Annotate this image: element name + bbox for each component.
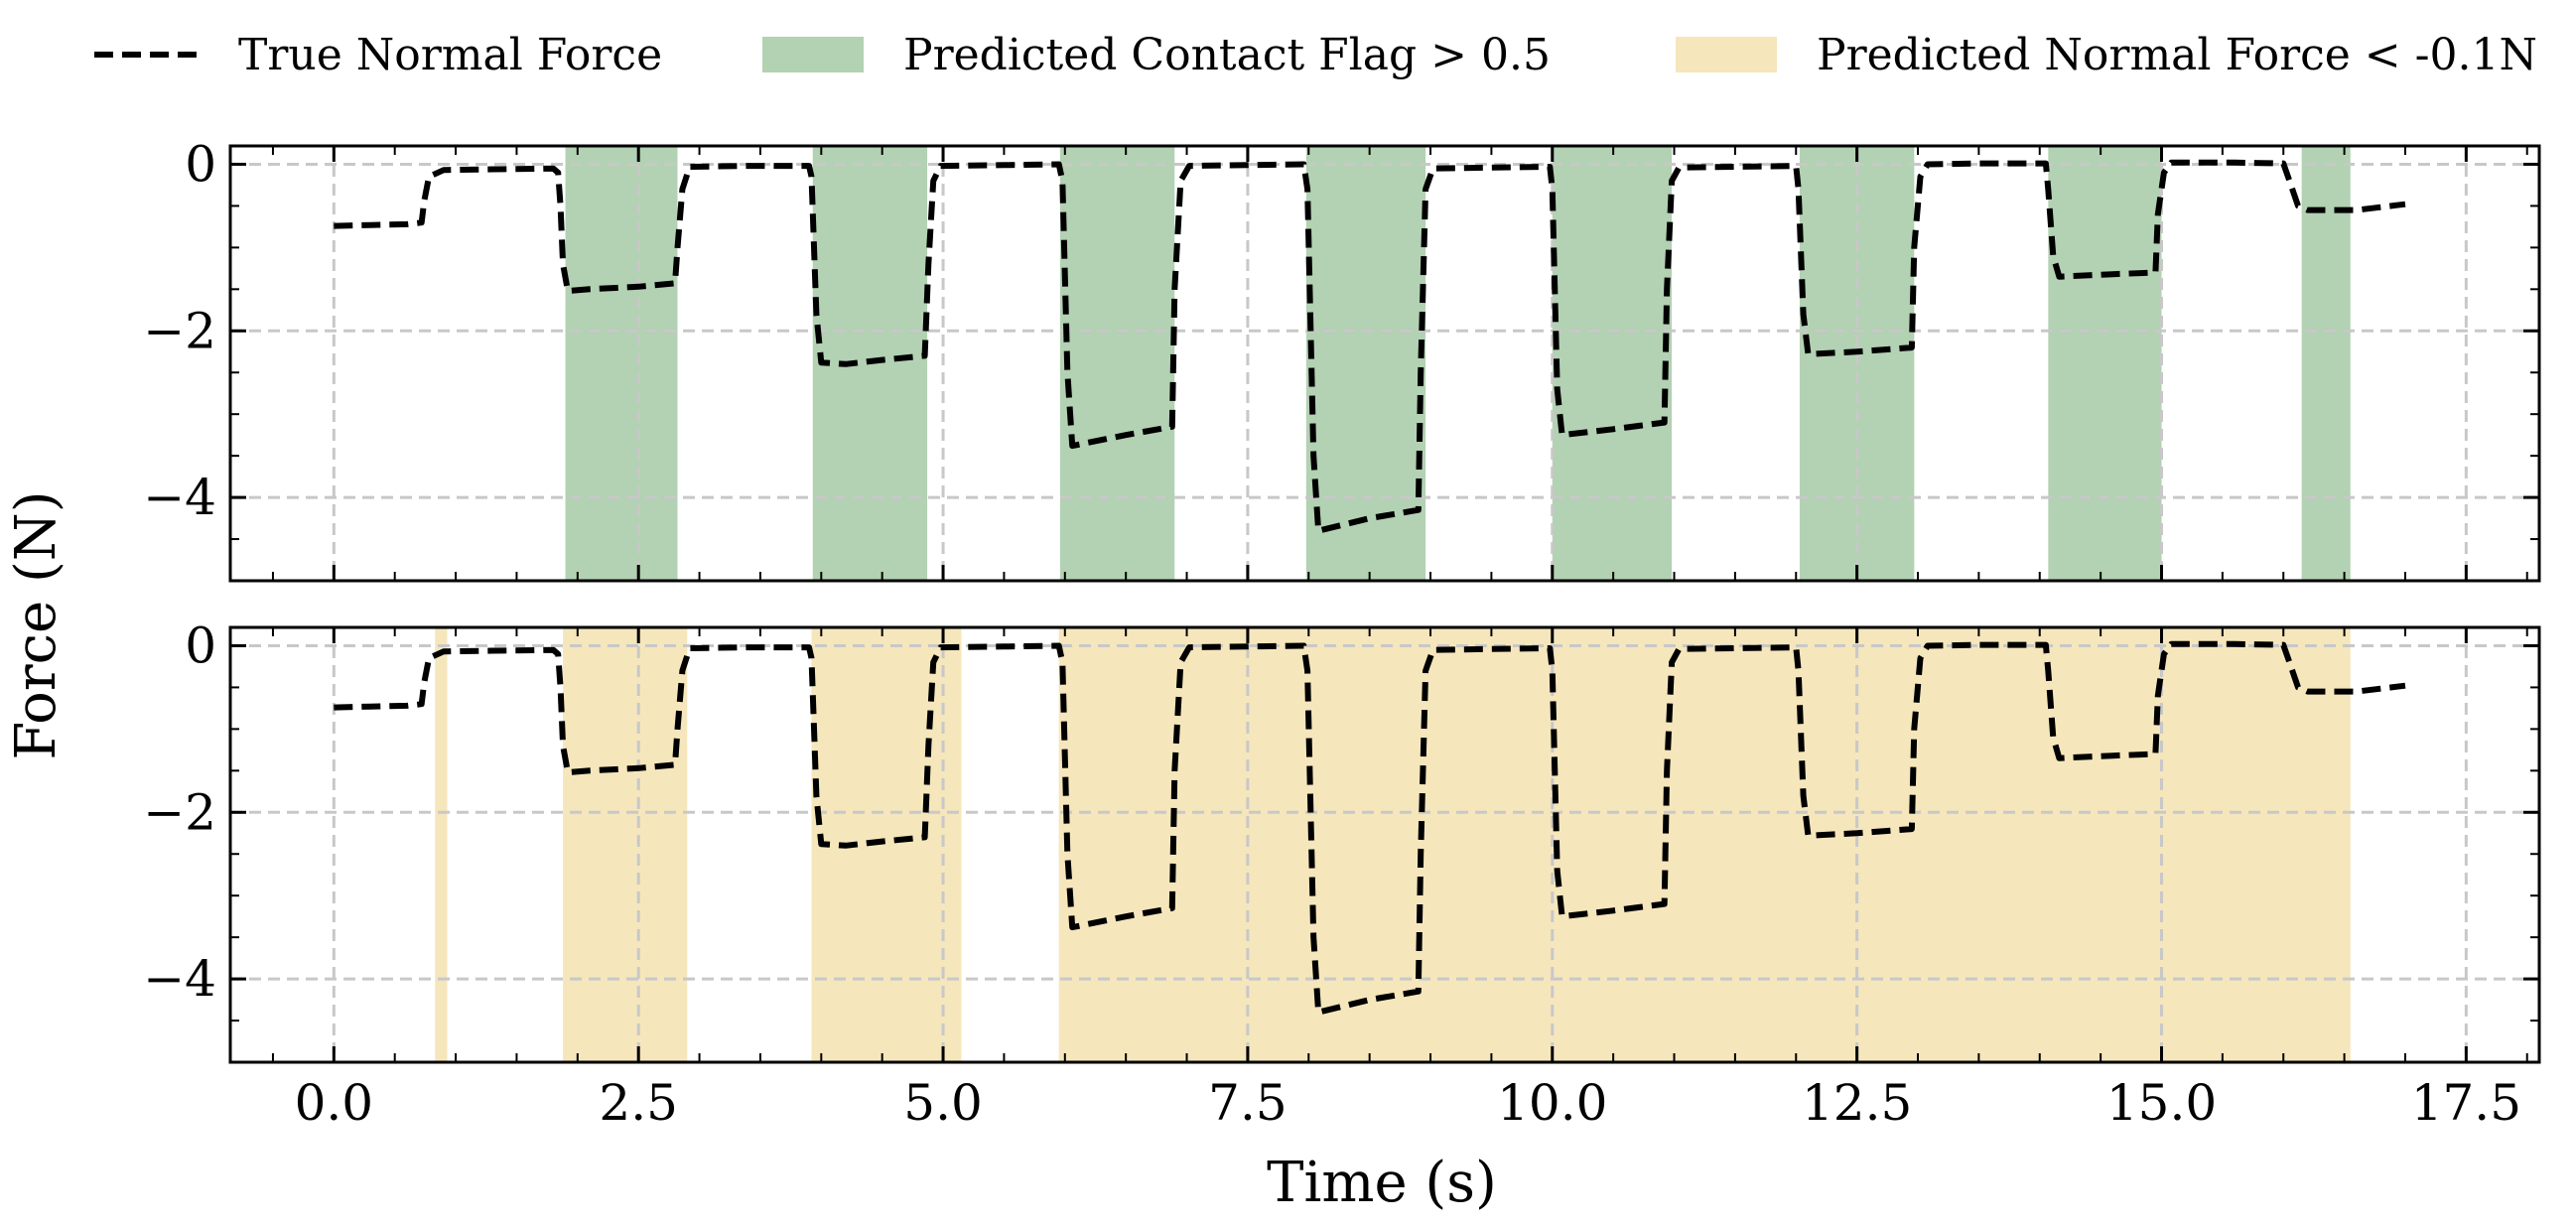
series-line-true-normal-force-panel-1	[334, 640, 2406, 1016]
contact-flag-shade-6	[2048, 146, 2162, 581]
legend-swatch-patch	[762, 37, 864, 72]
y-tick-label: −2	[143, 302, 216, 359]
y-tick-label: 0	[185, 135, 216, 193]
normal-force-shade-1	[563, 627, 688, 1062]
x-tick-label: 15.0	[2106, 1074, 2217, 1132]
y-tick-label: 0	[185, 616, 216, 674]
x-tick-label: 10.0	[1497, 1074, 1607, 1132]
x-tick-label: 5.0	[903, 1074, 983, 1132]
normal-force-shade-2	[811, 627, 962, 1062]
contact-flag-shade-4	[1552, 146, 1673, 581]
y-tick-label: −4	[143, 950, 216, 1008]
x-axis-label: Time (s)	[1267, 1151, 1497, 1215]
y-axis-label: Force (N)	[4, 490, 68, 759]
x-tick-label: 7.5	[1208, 1074, 1288, 1132]
normal-force-shade-3	[1058, 627, 2351, 1062]
contact-flag-shade-7	[2301, 146, 2351, 581]
legend-label: True Normal Force	[238, 30, 662, 80]
x-tick-label: 2.5	[599, 1074, 678, 1132]
contact-flag-shade-3	[1305, 146, 1426, 581]
series-line-true-normal-force-panel-0	[334, 159, 2406, 534]
x-tick-label: 17.5	[2411, 1074, 2521, 1132]
legend: True Normal Force Predicted Contact Flag …	[94, 30, 2537, 80]
y-tick-label: −2	[143, 783, 216, 841]
legend-swatch-patch	[1676, 37, 1777, 72]
axes-frame	[228, 144, 2541, 583]
panel-contact-flag: 0 −2 −4	[143, 135, 2541, 583]
contact-flag-shade-0	[565, 146, 678, 581]
y-tick-label: −4	[143, 469, 216, 526]
axes-frame	[228, 625, 2541, 1064]
normal-force-shade-0	[435, 627, 448, 1062]
legend-label: Predicted Contact Flag > 0.5	[903, 30, 1551, 80]
x-tick-label: 0.0	[295, 1074, 374, 1132]
x-tick-label: 12.5	[1802, 1074, 1912, 1132]
panel-normal-force: 0 −2 −4 0.0 2.5 5.0 7.5 10.0 12.5 15.0 17.5	[143, 616, 2541, 1132]
contact-flag-shade-2	[1059, 146, 1175, 581]
legend-label: Predicted Normal Force < -0.1N	[1817, 30, 2537, 80]
